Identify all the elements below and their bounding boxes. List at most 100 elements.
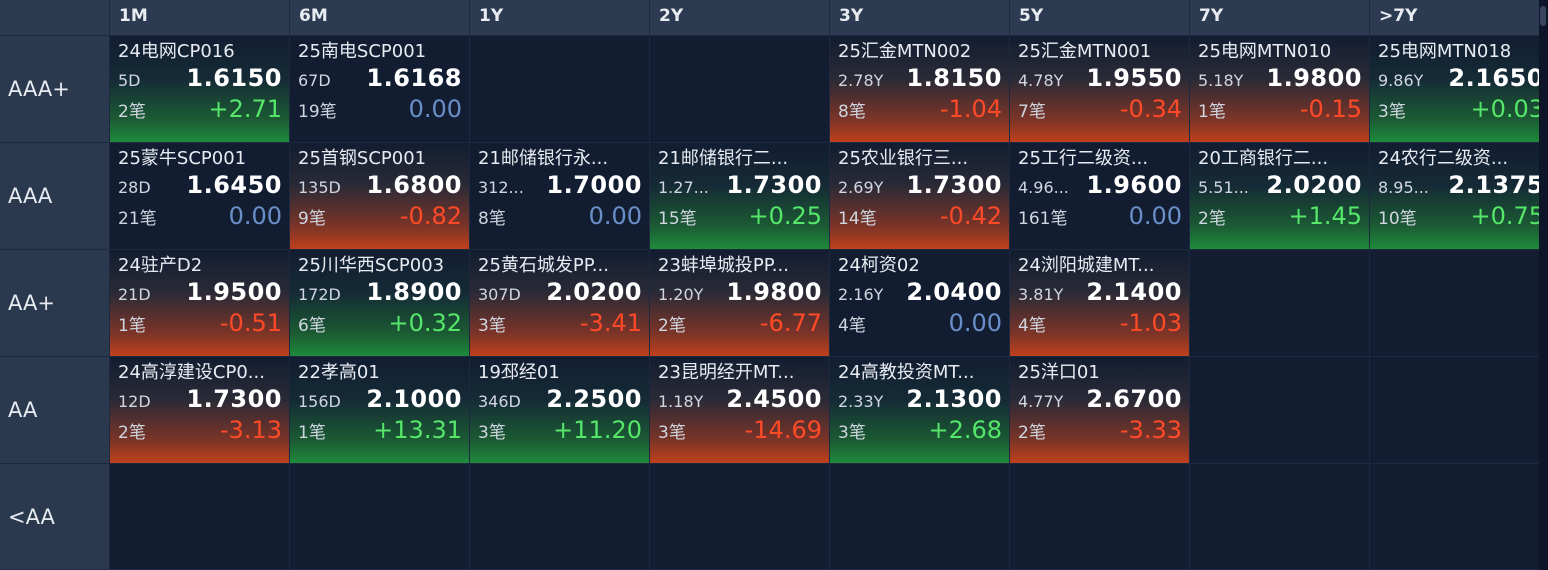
bp-change: -3.41 [579, 309, 642, 337]
bond-cell[interactable]: 23蚌埠城投PP... 1.20Y 1.9800 2笔 -6.77 [650, 250, 829, 356]
column-header-0[interactable]: 1M [110, 0, 289, 35]
bond-count-change: 161笔 0.00 [1018, 202, 1182, 232]
bond-rate: 1.7300 [726, 171, 822, 199]
bond-cell[interactable]: 25黄石城发PP... 307D 2.0200 3笔 -3.41 [470, 250, 649, 356]
bond-count-change: 3笔 +0.03 [1378, 95, 1544, 125]
trade-count: 1笔 [1198, 102, 1226, 122]
bond-name: 24柯资02 [838, 255, 920, 276]
bond-cell[interactable]: 25工行二级资... 4.96... 1.9600 161笔 0.00 [1010, 143, 1189, 249]
bond-term: 312... [478, 178, 524, 197]
trade-count: 6笔 [298, 316, 326, 336]
trade-count: 2笔 [118, 102, 146, 122]
bond-cell[interactable]: 24电网CP016 5D 1.6150 2笔 +2.71 [110, 36, 289, 142]
bond-term-rate: 1.20Y 1.9800 [658, 278, 822, 309]
bond-cell[interactable]: 24柯资02 2.16Y 2.0400 4笔 0.00 [830, 250, 1009, 356]
bond-cell[interactable]: 25首钢SCP001 135D 1.6800 9笔 -0.82 [290, 143, 469, 249]
bond-term: 307D [478, 285, 521, 304]
bond-count-change: 15笔 +0.25 [658, 202, 822, 232]
column-header-5[interactable]: 5Y [1010, 0, 1189, 35]
empty-cell [650, 36, 829, 142]
scrollbar-thumb[interactable] [1540, 6, 1546, 26]
bp-change: -0.34 [1119, 95, 1182, 123]
rating-label: AAA+ [0, 36, 109, 142]
column-header-7[interactable]: >7Y [1370, 0, 1548, 35]
bond-cell[interactable]: 23昆明经开MT... 1.18Y 2.4500 3笔 -14.69 [650, 357, 829, 463]
bond-count-change: 2笔 -3.33 [1018, 416, 1182, 446]
bp-change: -0.51 [219, 309, 282, 337]
scrollbar[interactable] [1539, 0, 1548, 570]
bond-cell[interactable]: 19邳经01 346D 2.2500 3笔 +11.20 [470, 357, 649, 463]
header-corner [0, 0, 109, 35]
bond-cell[interactable]: 24农行二级资... 8.95... 2.1375 10笔 +0.75 [1370, 143, 1548, 249]
bond-term: 5.18Y [1198, 71, 1244, 90]
bond-cell[interactable]: 25洋口01 4.77Y 2.6700 2笔 -3.33 [1010, 357, 1189, 463]
bond-term: 9.86Y [1378, 71, 1424, 90]
bond-name: 25农业银行三... [838, 148, 969, 169]
trade-count: 3笔 [1378, 102, 1406, 122]
bp-change: +0.32 [388, 309, 462, 337]
bond-rate: 1.7300 [906, 171, 1002, 199]
bond-rate: 1.9500 [186, 278, 282, 306]
bond-cell[interactable]: 25南电SCP001 67D 1.6168 19笔 0.00 [290, 36, 469, 142]
bp-change: -3.33 [1119, 416, 1182, 444]
bp-change: +13.31 [373, 416, 462, 444]
bond-term-rate: 21D 1.9500 [118, 278, 282, 309]
bond-cell[interactable]: 24高淳建设CP0... 12D 1.7300 2笔 -3.13 [110, 357, 289, 463]
trade-count: 2笔 [1018, 423, 1046, 443]
bond-rate: 1.9800 [726, 278, 822, 306]
bond-count-change: 6笔 +0.32 [298, 309, 462, 339]
column-header-3[interactable]: 2Y [650, 0, 829, 35]
bond-cell[interactable]: 22孝高01 156D 2.1000 1笔 +13.31 [290, 357, 469, 463]
bond-term-rate: 346D 2.2500 [478, 385, 642, 416]
bond-term-rate: 312... 1.7000 [478, 171, 642, 202]
bond-count-change: 8笔 0.00 [478, 202, 642, 232]
bond-term-rate: 1.27... 1.7300 [658, 171, 822, 202]
rating-label: <AA [0, 464, 109, 569]
bp-change: 0.00 [408, 95, 462, 123]
bond-name: 19邳经01 [478, 362, 560, 383]
bond-rate: 1.6450 [186, 171, 282, 199]
bond-cell[interactable]: 21邮储银行二... 1.27... 1.7300 15笔 +0.25 [650, 143, 829, 249]
bond-rate: 1.9600 [1086, 171, 1182, 199]
bond-cell[interactable]: 25电网MTN018 9.86Y 2.1650 3笔 +0.03 [1370, 36, 1548, 142]
bond-term: 1.18Y [658, 392, 704, 411]
bond-term-rate: 4.78Y 1.9550 [1018, 64, 1182, 95]
bond-cell[interactable]: 25农业银行三... 2.69Y 1.7300 14笔 -0.42 [830, 143, 1009, 249]
bond-cell[interactable]: 25蒙牛SCP001 28D 1.6450 21笔 0.00 [110, 143, 289, 249]
bond-term: 5D [118, 71, 141, 90]
bond-count-change: 2笔 +1.45 [1198, 202, 1362, 232]
bp-change: +11.20 [553, 416, 642, 444]
bond-rate: 1.7300 [186, 385, 282, 413]
bp-change: -0.42 [939, 202, 1002, 230]
bond-cell[interactable]: 24驻产D2 21D 1.9500 1笔 -0.51 [110, 250, 289, 356]
bond-count-change: 3笔 +2.68 [838, 416, 1002, 446]
trade-count: 8笔 [838, 102, 866, 122]
bond-cell[interactable]: 24浏阳城建MT... 3.81Y 2.1400 4笔 -1.03 [1010, 250, 1189, 356]
bond-cell[interactable]: 25汇金MTN002 2.78Y 1.8150 8笔 -1.04 [830, 36, 1009, 142]
empty-cell [470, 36, 649, 142]
bp-change: +0.03 [1470, 95, 1544, 123]
bond-count-change: 4笔 -1.03 [1018, 309, 1182, 339]
column-header-1[interactable]: 6M [290, 0, 469, 35]
bond-cell[interactable]: 25川华西SCP003 172D 1.8900 6笔 +0.32 [290, 250, 469, 356]
column-header-4[interactable]: 3Y [830, 0, 1009, 35]
rating-label: AA+ [0, 250, 109, 356]
bond-count-change: 1笔 +13.31 [298, 416, 462, 446]
bond-cell[interactable]: 24高教投资MT... 2.33Y 2.1300 3笔 +2.68 [830, 357, 1009, 463]
empty-cell [1370, 464, 1548, 569]
bond-rate: 2.1400 [1086, 278, 1182, 306]
bond-cell[interactable]: 20工商银行二... 5.51... 2.0200 2笔 +1.45 [1190, 143, 1369, 249]
bond-term: 21D [118, 285, 151, 304]
bond-name: 25工行二级资... [1018, 148, 1149, 169]
bond-cell[interactable]: 21邮储银行永... 312... 1.7000 8笔 0.00 [470, 143, 649, 249]
bond-rate: 1.6168 [366, 64, 462, 92]
empty-cell [830, 464, 1009, 569]
column-header-6[interactable]: 7Y [1190, 0, 1369, 35]
bond-term-rate: 4.96... 1.9600 [1018, 171, 1182, 202]
bond-name: 21邮储银行永... [478, 148, 609, 169]
bond-cell[interactable]: 25汇金MTN001 4.78Y 1.9550 7笔 -0.34 [1010, 36, 1189, 142]
bond-cell[interactable]: 25电网MTN010 5.18Y 1.9800 1笔 -0.15 [1190, 36, 1369, 142]
bond-term: 8.95... [1378, 178, 1429, 197]
trade-count: 3笔 [478, 316, 506, 336]
column-header-2[interactable]: 1Y [470, 0, 649, 35]
